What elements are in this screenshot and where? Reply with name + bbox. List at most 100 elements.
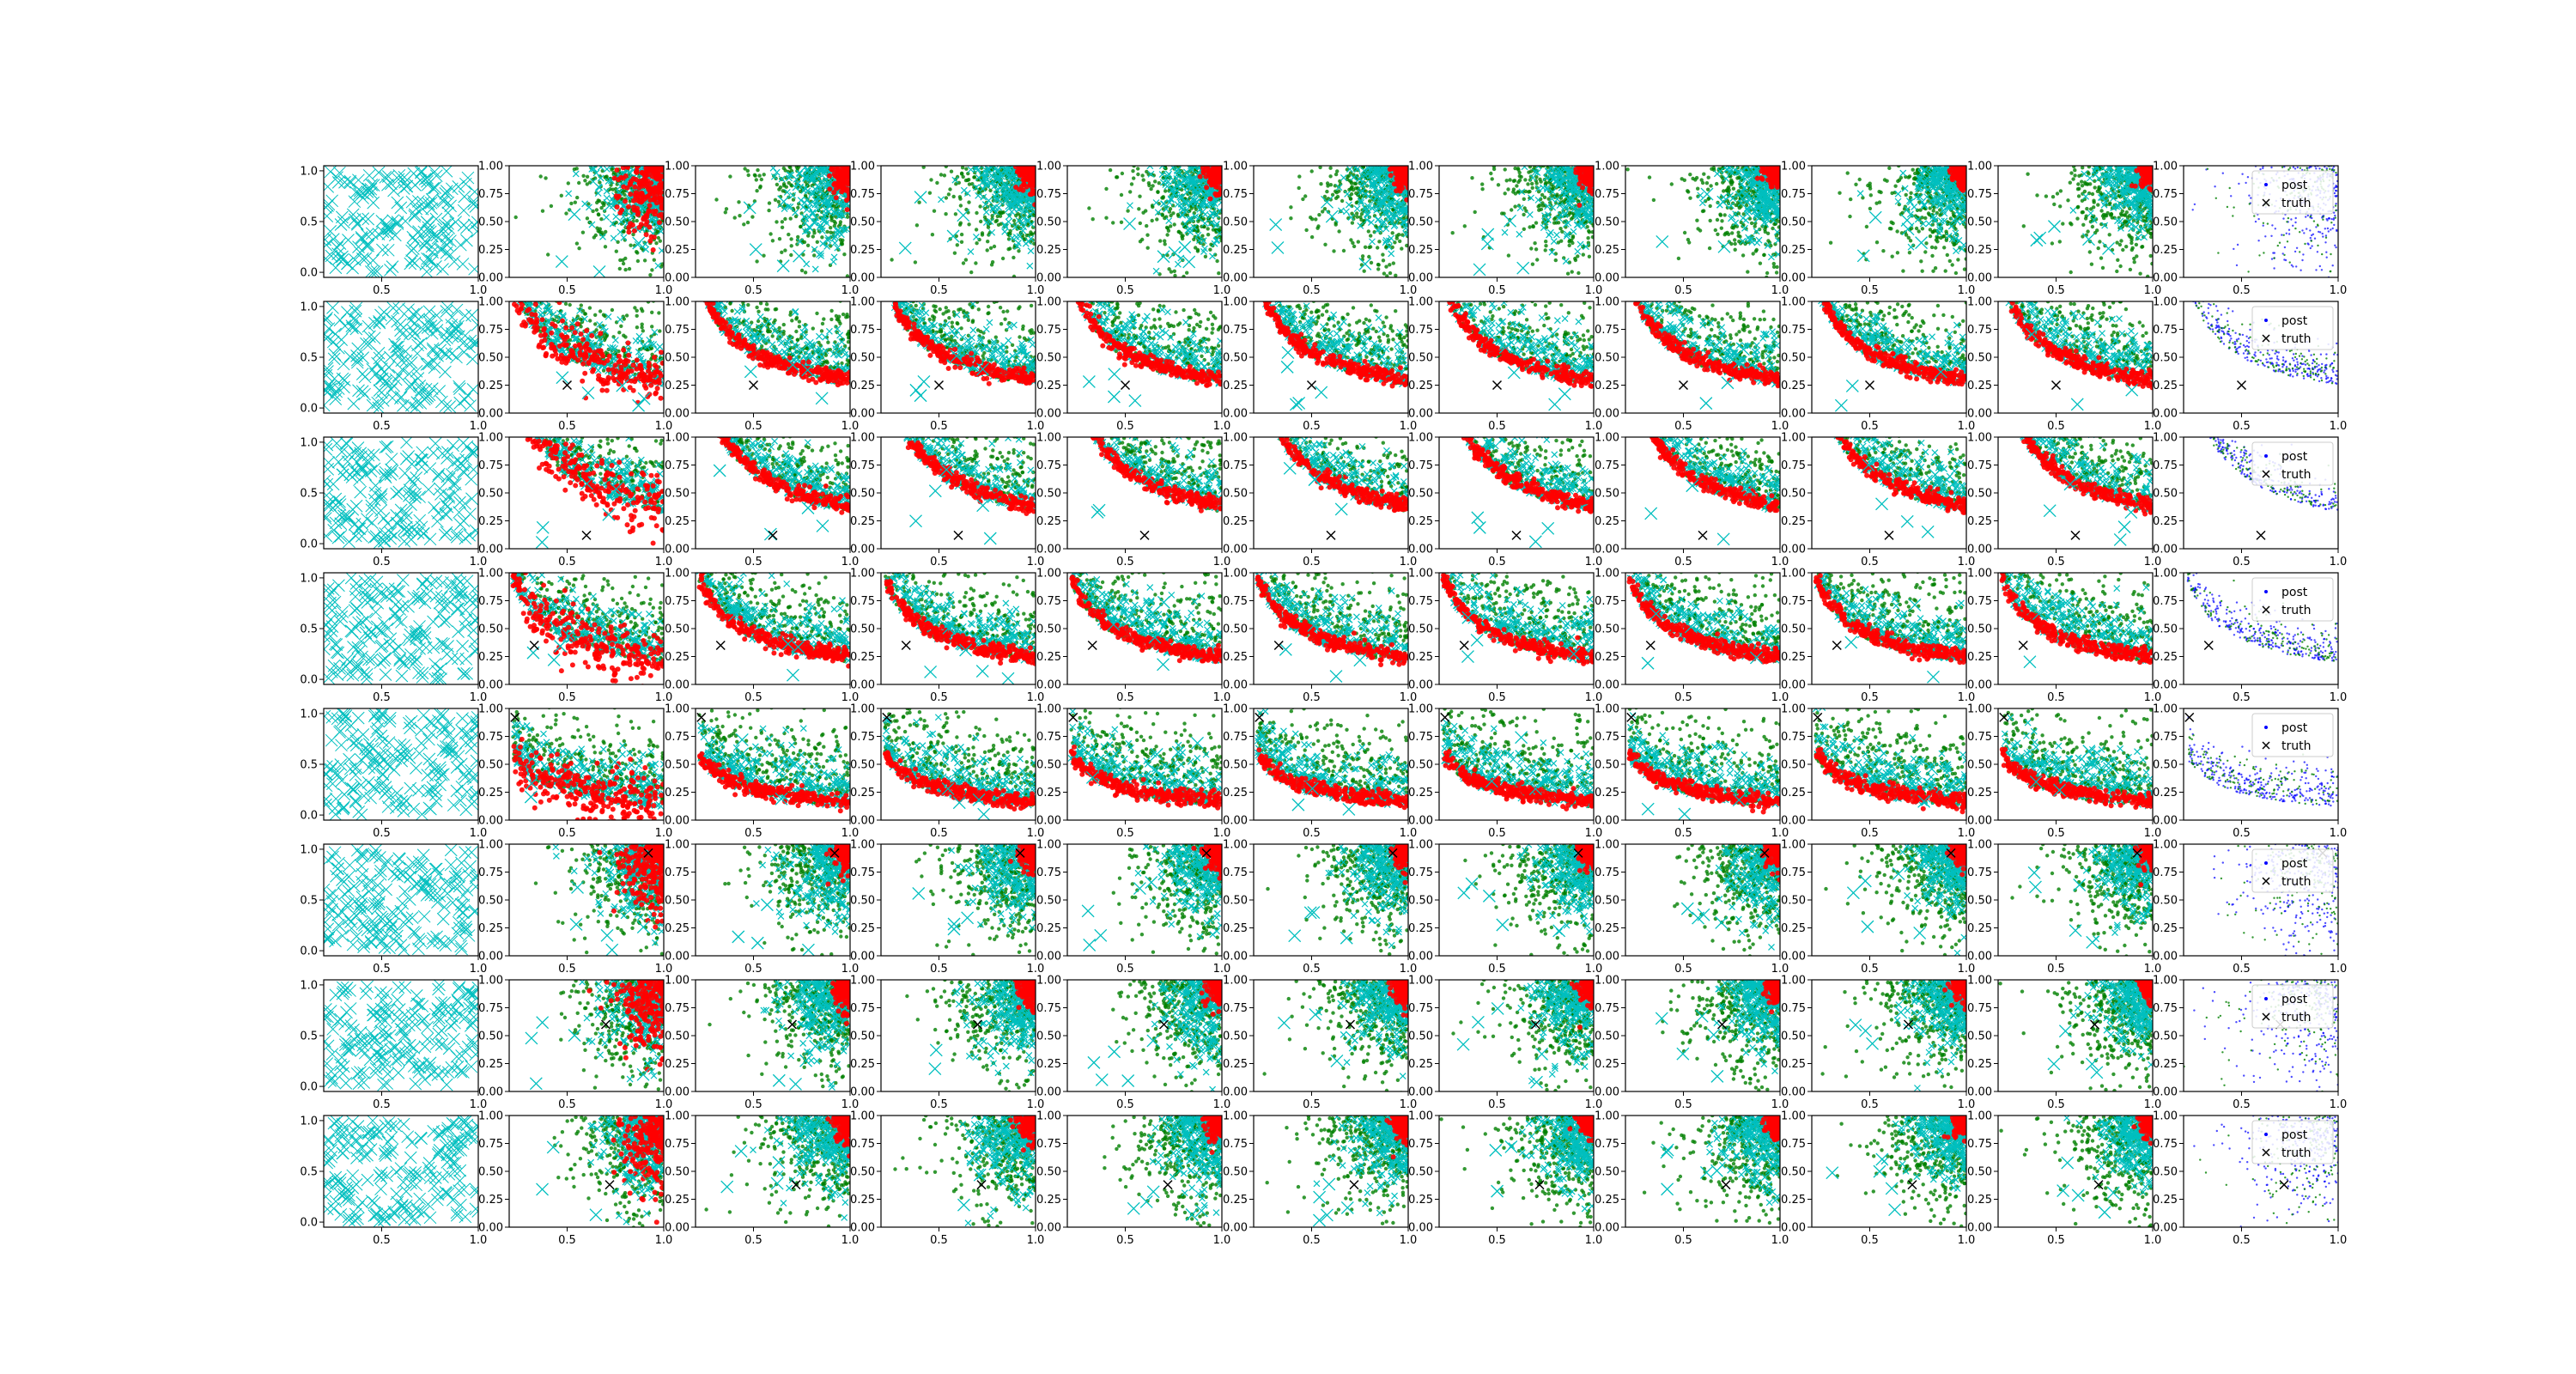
sample-point: [778, 237, 781, 240]
sample-point: [1376, 246, 1379, 249]
sample-point: [990, 263, 993, 266]
posterior-point: [1578, 173, 1583, 179]
sample-point: [1363, 270, 1366, 273]
sample-point: [615, 250, 618, 253]
sample-point: [789, 237, 793, 240]
sample-point: [1146, 246, 1150, 250]
sample-point: [1552, 185, 1555, 188]
sample-point: [737, 200, 740, 204]
sample-point: [832, 220, 835, 223]
posterior-point: [1212, 192, 1218, 197]
sample-point: [643, 258, 647, 262]
sample-point: [774, 198, 777, 202]
sample-point: [725, 207, 728, 210]
sample-point: [1571, 270, 1574, 273]
x-tick-label: 0.5: [744, 284, 762, 297]
sample-point: [1151, 219, 1154, 222]
sample-point: [1480, 182, 1484, 185]
sample-point: [792, 198, 795, 201]
sample-point: [1173, 222, 1176, 226]
sample-point: [1504, 167, 1507, 171]
sample-point: [914, 260, 917, 264]
sample-point: [1463, 224, 1467, 228]
sample-point: [975, 228, 978, 231]
sample-point: [1529, 246, 1533, 250]
sample-point: [974, 261, 977, 264]
sample-point: [1531, 224, 1534, 228]
sample-point: [1391, 231, 1394, 234]
sample-point: [1137, 207, 1140, 210]
sample-point: [816, 240, 819, 244]
posterior-point: [635, 206, 640, 211]
sample-point: [595, 208, 598, 211]
sample-point: [1297, 174, 1301, 178]
sample-point: [1374, 224, 1377, 228]
sample-point: [544, 176, 547, 179]
sample-point: [1377, 263, 1381, 266]
sample-point: [1012, 256, 1015, 259]
sample-point: [1351, 221, 1354, 224]
sample-point: [1531, 263, 1534, 266]
sample-point: [1576, 254, 1579, 258]
sample-point: [1303, 194, 1307, 198]
x-tick-label: 0.5: [1116, 284, 1134, 297]
sample-point: [1536, 204, 1540, 208]
sample-point: [546, 252, 550, 256]
sample-point: [928, 192, 932, 195]
sample-point: [1398, 240, 1401, 243]
sample-point: [560, 194, 563, 198]
sample-point: [724, 210, 727, 214]
sample-point: [753, 173, 756, 177]
posterior-point: [617, 210, 623, 216]
sample-point: [1215, 259, 1218, 263]
sample-point: [1173, 270, 1176, 273]
sample-point: [514, 216, 518, 219]
y-tick-label: 0.00: [1408, 272, 1433, 285]
y-tick-label: 1.0: [300, 165, 318, 178]
sample-point: [979, 220, 982, 223]
sample-point: [960, 172, 963, 175]
sample-point: [1369, 234, 1372, 237]
sample-point: [964, 167, 968, 171]
sample-point: [820, 235, 823, 239]
posterior-point: [659, 196, 664, 201]
sample-point: [1543, 196, 1546, 199]
sample-point: [1554, 258, 1558, 262]
sample-point: [1328, 167, 1332, 170]
sample-point: [1091, 217, 1095, 221]
sample-point: [1309, 216, 1312, 219]
sample-point: [952, 195, 956, 198]
y-tick-label: 1.00: [478, 161, 503, 173]
sample-point: [969, 271, 973, 274]
y-tick-label: 0.50: [665, 216, 690, 229]
posterior-point: [1021, 188, 1026, 193]
y-tick-label: 0.25: [665, 244, 690, 257]
sample-point: [1145, 224, 1148, 228]
sample-point: [728, 174, 732, 178]
sample-point: [1539, 179, 1542, 183]
sample-point: [541, 210, 544, 213]
sample-point: [1017, 249, 1020, 252]
sample-point: [577, 181, 580, 185]
sample-point: [986, 248, 989, 252]
posterior-point: [1209, 175, 1214, 180]
sample-point: [787, 233, 790, 236]
sample-point: [1506, 187, 1510, 191]
x-tick-label: 0.5: [373, 284, 391, 297]
posterior-point: [1030, 178, 1036, 183]
y-tick-label: 0.25: [1036, 244, 1061, 257]
sample-point: [1512, 179, 1516, 183]
posterior-point: [651, 247, 656, 252]
sample-point: [1574, 258, 1577, 262]
sample-point: [1516, 180, 1520, 184]
sample-point: [636, 259, 640, 263]
sample-point: [755, 178, 758, 181]
sample-point: [1206, 233, 1210, 236]
sample-point: [915, 223, 919, 227]
sample-point: [621, 258, 624, 262]
sample-point: [1568, 211, 1571, 215]
posterior-point: [643, 213, 648, 218]
sample-point: [1126, 209, 1129, 212]
sample-point: [650, 268, 653, 271]
